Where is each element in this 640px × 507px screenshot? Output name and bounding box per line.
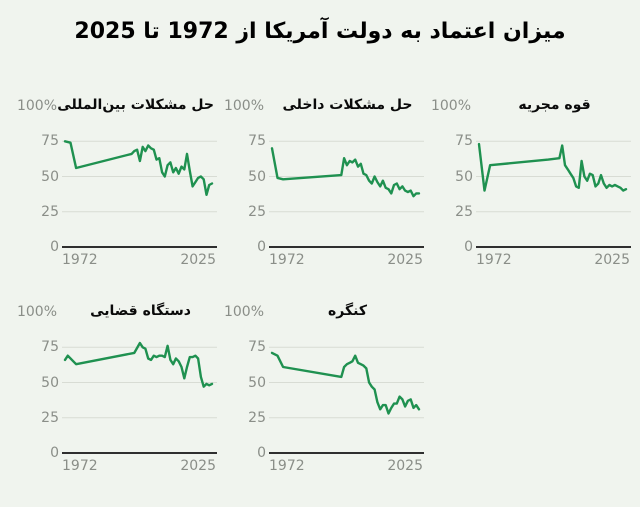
line-chart xyxy=(269,346,424,454)
y-tick-label: 75 xyxy=(41,339,59,356)
subplot-title: دستگاه قضایی xyxy=(90,303,191,319)
y-tick-label: 25 xyxy=(41,409,59,426)
line-chart xyxy=(62,140,217,248)
x-tick-2025: 2025 xyxy=(387,458,423,474)
trend-line xyxy=(270,147,421,198)
y-tick-label: 25 xyxy=(248,409,266,426)
y-tick-label: 0 xyxy=(50,239,59,255)
y-axis-100-label: 100% xyxy=(223,98,264,114)
trend-line xyxy=(63,140,214,197)
y-tick-label: 25 xyxy=(248,203,266,220)
subplot-executive-branch: 100% قوه مجریه 75 50 25 0 1972 2025 xyxy=(429,84,632,272)
subplot-judicial-branch: 100% دستگاه قضایی 75 50 25 0 1972 2025 xyxy=(15,290,218,478)
line-chart xyxy=(269,140,424,248)
subplot-title: حل مشکلات داخلی xyxy=(282,97,413,113)
y-tick-label: 50 xyxy=(41,374,59,391)
x-tick-1972: 1972 xyxy=(269,252,305,268)
y-tick-label: 0 xyxy=(257,239,266,255)
y-axis-100-label: 100% xyxy=(430,98,471,114)
y-tick-label: 0 xyxy=(50,445,59,461)
trend-line xyxy=(477,142,628,192)
x-tick-1972: 1972 xyxy=(476,252,512,268)
subplot-domestic-problems: 100% حل مشکلات داخلی 75 50 25 0 1972 2025 xyxy=(222,84,425,272)
subplot-title: کنگره xyxy=(328,303,367,319)
x-tick-1972: 1972 xyxy=(62,252,98,268)
page-title: میزان اعتماد به دولت آمریکا از 1972 تا 2… xyxy=(74,19,566,44)
x-tick-1972: 1972 xyxy=(269,458,305,474)
subplot-congress: 100% کنگره 75 50 25 0 1972 2025 xyxy=(222,290,425,478)
x-tick-1972: 1972 xyxy=(62,458,98,474)
subplot-international-problems: 100% حل مشکلات بین‌المللی 75 50 25 0 1972 2… xyxy=(15,84,218,272)
y-tick-label: 0 xyxy=(257,445,266,461)
y-tick-label: 75 xyxy=(248,133,266,150)
x-tick-2025: 2025 xyxy=(180,252,216,268)
x-tick-2025: 2025 xyxy=(180,458,216,474)
y-axis-100-label: 100% xyxy=(16,304,57,320)
charts-grid: 100% حل مشکلات بین‌المللی 75 50 25 0 1972 2… xyxy=(0,84,640,478)
y-tick-label: 50 xyxy=(248,374,266,391)
trend-line xyxy=(270,351,421,415)
y-tick-label: 50 xyxy=(455,168,473,185)
y-tick-label: 25 xyxy=(455,203,473,220)
y-axis-100-label: 100% xyxy=(223,304,264,320)
y-tick-label: 75 xyxy=(248,339,266,356)
x-tick-2025: 2025 xyxy=(594,252,630,268)
y-axis-100-label: 100% xyxy=(16,98,57,114)
y-tick-label: 75 xyxy=(455,133,473,150)
y-tick-label: 25 xyxy=(41,203,59,220)
y-tick-label: 0 xyxy=(464,239,473,255)
subplot-title: قوه مجریه xyxy=(518,97,591,113)
y-tick-label: 75 xyxy=(41,133,59,150)
y-tick-label: 50 xyxy=(248,168,266,185)
y-tick-label: 50 xyxy=(41,168,59,185)
x-tick-2025: 2025 xyxy=(387,252,423,268)
trend-line xyxy=(63,341,214,388)
line-chart xyxy=(62,341,217,454)
subplot-title: حل مشکلات بین‌المللی xyxy=(57,97,214,113)
line-chart xyxy=(476,140,631,248)
